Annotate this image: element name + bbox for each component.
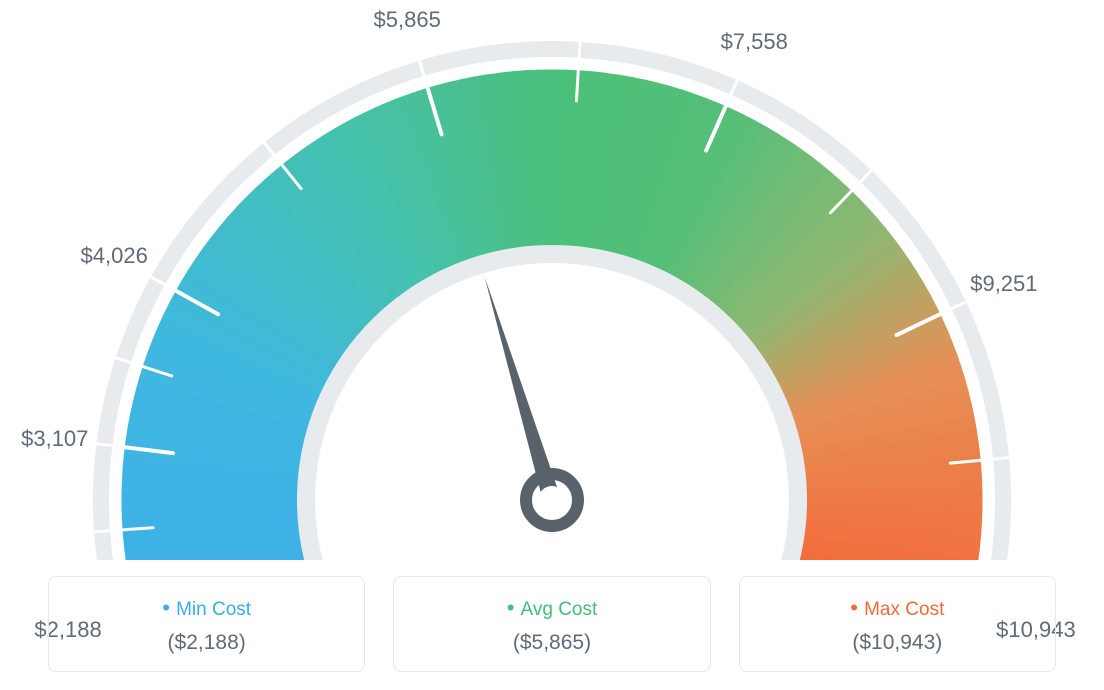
gauge-tick-label: $5,865 [374, 7, 441, 33]
summary-cards: Min Cost ($2,188) Avg Cost ($5,865) Max … [0, 576, 1104, 672]
gauge-tick-label: $9,251 [970, 271, 1037, 297]
gauge-tick-label: $4,026 [81, 243, 148, 269]
gauge-svg [0, 0, 1104, 560]
max-cost-card: Max Cost ($10,943) [739, 576, 1056, 672]
gauge-chart: $2,188$3,107$4,026$5,865$7,558$9,251$10,… [0, 0, 1104, 560]
min-cost-title: Min Cost [61, 595, 352, 621]
max-cost-value: ($10,943) [752, 631, 1043, 655]
gauge-tick-label: $7,558 [721, 29, 788, 55]
gauge-tick-label: $3,107 [21, 426, 88, 452]
min-cost-card: Min Cost ($2,188) [48, 576, 365, 672]
min-cost-value: ($2,188) [61, 631, 352, 655]
max-cost-title: Max Cost [752, 595, 1043, 621]
avg-cost-title: Avg Cost [406, 595, 697, 621]
avg-cost-card: Avg Cost ($5,865) [393, 576, 710, 672]
avg-cost-value: ($5,865) [406, 631, 697, 655]
